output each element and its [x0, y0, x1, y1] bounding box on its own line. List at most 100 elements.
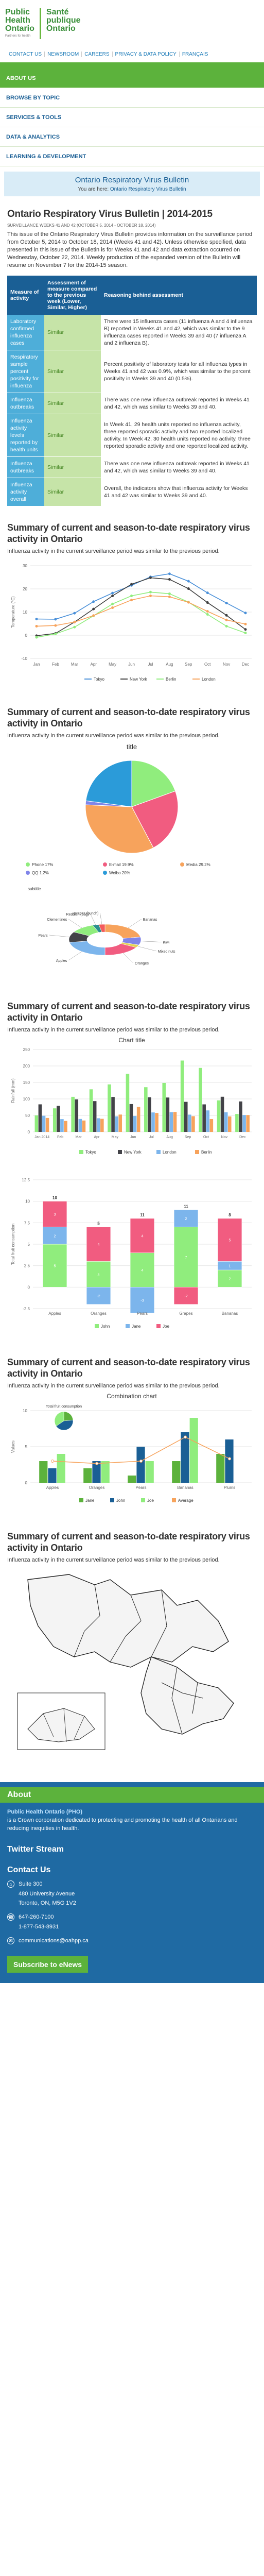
menu-about-us[interactable]: ABOUT US [0, 69, 264, 88]
legend-label: Joe [147, 1498, 154, 1503]
bar [89, 1089, 93, 1132]
x-tick-label: May [109, 662, 116, 667]
measure-cell: Influenza outbreaks [7, 393, 44, 414]
bar [220, 1096, 224, 1132]
legend-swatch [110, 1498, 114, 1502]
segment-label: 3 [54, 1213, 56, 1217]
data-point [225, 614, 228, 617]
assessment-cell: Similar [44, 414, 101, 457]
segment-label: 2 [229, 1278, 231, 1281]
x-tick-label: Jun [128, 662, 135, 667]
y-tick-label: 5 [25, 1445, 28, 1449]
slice-label: Pears [38, 934, 48, 938]
legend-label: London [202, 677, 216, 682]
legend-label: QQ 1.2% [32, 871, 49, 875]
data-point [149, 590, 152, 594]
pie-slice [131, 790, 179, 849]
bar [101, 1461, 110, 1483]
stacked-bar-segment [217, 1269, 242, 1287]
footer-contact-title: Contact Us [7, 1866, 51, 1874]
bar [181, 1432, 189, 1483]
pie-title: Total fruit consumption [46, 1405, 82, 1409]
data-point [92, 614, 95, 617]
assessment-cell: Similar [44, 350, 101, 393]
section-title: Summary of current and season-to-date re… [7, 1357, 250, 1379]
bar [39, 1461, 48, 1483]
table-row: Influenza outbreaks Similar There was on… [7, 393, 257, 414]
label-connector [128, 919, 142, 928]
stacked-bar-segment [86, 1227, 111, 1262]
data-point [35, 636, 38, 639]
x-tick-label: Jan 2014 [34, 1136, 49, 1139]
breadcrumb-current[interactable]: Ontario Respiratory Virus Bulletin [110, 187, 186, 192]
nav-contact-us[interactable]: CONTACT US [6, 52, 45, 57]
bar [42, 1115, 46, 1132]
bar [133, 1116, 137, 1132]
average-point [139, 1460, 143, 1463]
section-title: Summary of current and season-to-date re… [7, 522, 250, 544]
footer-about: Public Health Ontario (PHO) is a Crown c… [0, 1803, 264, 1838]
average-point [184, 1435, 187, 1439]
bar [64, 1121, 67, 1132]
section-text: Influenza activity in the current survei… [7, 1027, 220, 1033]
data-point [206, 591, 209, 595]
menu-learning-development[interactable]: LEARNING & DEVELOPMENT [0, 147, 264, 166]
reason-cell: Percent positivity of laboratory tests f… [101, 350, 257, 393]
menu-browse-by-topic[interactable]: BROWSE BY TOPIC [0, 88, 264, 108]
bar [52, 1108, 57, 1132]
donut-slice [98, 924, 105, 933]
section-text: Influenza activity in the current survei… [7, 548, 220, 554]
breadcrumb-prefix: You are here: [78, 187, 109, 192]
bar [111, 1097, 115, 1132]
nav-newsroom[interactable]: NEWSROOM [45, 52, 82, 57]
nav-francais[interactable]: FRANÇAIS [182, 52, 208, 57]
map-inset-lines [43, 1708, 85, 1742]
segment-label: -2 [184, 1295, 187, 1298]
nav-privacy[interactable]: PRIVACY & DATA POLICY [113, 52, 180, 57]
bar [34, 1115, 39, 1132]
x-tick-label: Plums [224, 1485, 235, 1490]
legend-label: Tokyo [94, 677, 104, 682]
bar [71, 1096, 75, 1132]
stacked-bar-segment [86, 1261, 111, 1287]
bar [148, 1097, 151, 1132]
segment-label: 1 [229, 1265, 231, 1268]
segment-label: 2 [54, 1234, 56, 1238]
stacked-bar-segment [130, 1218, 155, 1253]
total-label: 8 [228, 1213, 231, 1217]
bar [38, 1104, 42, 1132]
data-point [149, 576, 152, 579]
menu-services-tools[interactable]: SERVICES & TOOLS [0, 108, 264, 127]
legend-label: John [101, 1324, 110, 1329]
measure-cell: Laboratory confirmed influenza cases [7, 315, 44, 350]
x-tick-label: May [112, 1136, 119, 1139]
slice-label: Kiwi [163, 941, 170, 945]
label-connector [68, 919, 82, 928]
x-tick-label: Bananas [222, 1311, 238, 1316]
bar [216, 1454, 225, 1483]
site-logo[interactable]: Public Health Ontario Partners for healt… [5, 8, 81, 39]
x-tick-label: Dec [242, 662, 249, 667]
data-point [187, 587, 190, 590]
y-tick-label: 0 [25, 633, 28, 638]
section-title: Summary of current and season-to-date re… [7, 1001, 250, 1023]
nav-careers[interactable]: CAREERS [82, 52, 113, 57]
subscribe-button[interactable]: Subscribe to eNews [7, 1956, 89, 1973]
section-title: Summary of current and season-to-date re… [7, 1531, 250, 1553]
y-axis-label: Values [11, 1440, 15, 1453]
legend-swatch [156, 1150, 161, 1154]
series-line [36, 591, 246, 638]
legend-swatch [26, 871, 30, 875]
bar [78, 1118, 82, 1132]
slice-label: Mixed nuts [158, 950, 175, 954]
table-header: Assessment of measure compared to the pr… [44, 276, 101, 315]
bar [166, 1097, 170, 1132]
footer-address-line: 480 University Avenue [19, 1891, 75, 1897]
table-header: Reasoning behind assessment [101, 276, 257, 315]
legend-label: Phone 17% [32, 862, 53, 867]
y-axis-label: Temperature (°C) [11, 596, 15, 628]
reason-cell: There were 15 influenza cases (11 influe… [101, 315, 257, 350]
footer-org-name[interactable]: Public Health Ontario (PHO) [7, 1809, 83, 1815]
legend-swatch [156, 1324, 161, 1328]
menu-data-analytics[interactable]: DATA & ANALYTICS [0, 127, 264, 147]
